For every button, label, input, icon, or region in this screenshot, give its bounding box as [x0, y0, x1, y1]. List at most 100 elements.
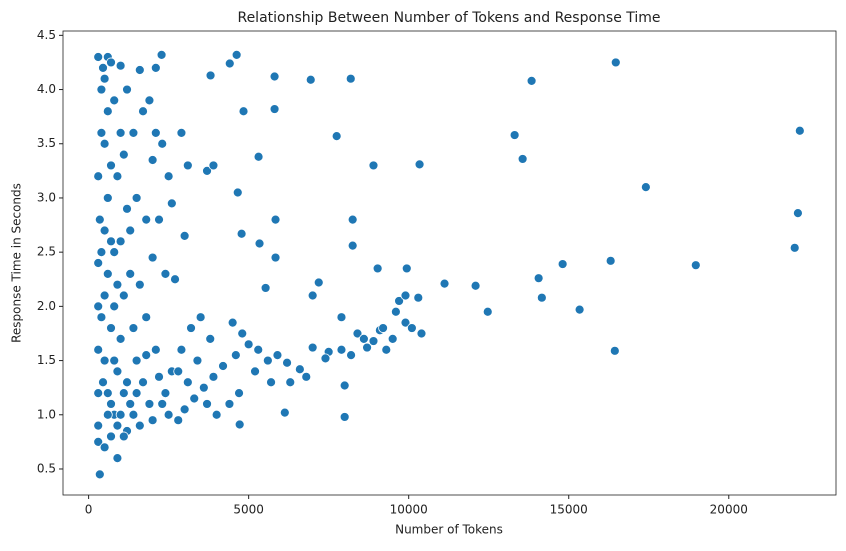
point	[189, 393, 200, 404]
point	[517, 154, 528, 164]
point	[106, 57, 116, 68]
point	[93, 258, 104, 268]
point	[320, 353, 331, 364]
point	[609, 345, 620, 356]
point	[231, 49, 242, 60]
point	[253, 151, 264, 162]
point	[414, 159, 425, 170]
point	[794, 125, 805, 136]
point	[118, 149, 129, 160]
point	[400, 317, 411, 328]
point	[416, 328, 427, 339]
point	[345, 73, 356, 84]
point	[99, 73, 110, 84]
point	[339, 412, 350, 422]
point	[131, 193, 142, 203]
point	[144, 399, 155, 409]
point	[270, 214, 281, 225]
point	[269, 71, 280, 82]
point	[307, 290, 318, 301]
point	[202, 165, 212, 176]
point	[336, 344, 347, 355]
point	[347, 240, 358, 251]
point	[131, 388, 142, 398]
point	[109, 247, 120, 258]
point	[400, 290, 411, 301]
point	[160, 268, 171, 279]
point	[93, 171, 104, 182]
point	[115, 333, 126, 344]
point	[218, 361, 228, 371]
point	[150, 62, 161, 73]
point	[301, 371, 312, 382]
point	[272, 350, 283, 361]
point	[470, 280, 481, 291]
point	[250, 366, 260, 377]
point	[93, 301, 104, 312]
point	[254, 238, 265, 249]
point	[237, 328, 248, 339]
point	[574, 304, 585, 315]
point	[208, 160, 219, 171]
x-tick-label: 0	[85, 503, 93, 517]
point	[93, 52, 104, 62]
point	[307, 342, 318, 353]
point	[128, 409, 139, 420]
point	[157, 399, 168, 409]
y-tick-label: 4.0	[37, 82, 56, 96]
point	[205, 70, 216, 81]
point	[347, 214, 358, 225]
point	[269, 104, 280, 114]
point	[106, 160, 116, 171]
point	[266, 377, 276, 388]
point	[96, 247, 107, 258]
point	[99, 355, 110, 366]
point	[93, 420, 104, 431]
y-tick-label: 2.0	[37, 299, 56, 313]
point	[789, 242, 800, 253]
point	[313, 277, 324, 288]
point	[118, 431, 129, 442]
point	[339, 380, 350, 391]
point	[102, 388, 113, 398]
point	[109, 355, 120, 366]
point	[115, 128, 126, 138]
point	[186, 323, 196, 333]
point	[150, 344, 161, 355]
point	[198, 382, 209, 393]
point	[192, 355, 203, 366]
point	[358, 333, 369, 344]
y-tick-label: 0.5	[37, 461, 56, 475]
point	[93, 388, 104, 398]
point	[227, 317, 238, 328]
point	[182, 160, 193, 171]
point	[106, 399, 116, 409]
y-tick-label: 4.5	[37, 28, 56, 42]
point	[176, 344, 187, 355]
point	[138, 106, 148, 117]
point	[536, 292, 547, 303]
point	[170, 274, 180, 285]
point	[122, 377, 132, 388]
point	[381, 344, 392, 355]
point	[112, 420, 123, 431]
point	[279, 407, 290, 418]
point	[109, 301, 120, 312]
point	[138, 377, 148, 388]
point	[176, 128, 187, 138]
point	[96, 128, 107, 138]
point	[96, 84, 107, 95]
point	[109, 95, 120, 106]
point	[368, 336, 379, 346]
point	[147, 415, 158, 426]
point	[238, 106, 249, 117]
x-tick-label: 20000	[710, 503, 748, 517]
point	[413, 292, 424, 303]
point	[106, 431, 116, 442]
point	[128, 128, 139, 138]
point	[115, 409, 126, 420]
point	[640, 182, 651, 193]
point	[125, 399, 136, 409]
x-tick-label: 10000	[390, 503, 428, 517]
point	[163, 171, 174, 182]
